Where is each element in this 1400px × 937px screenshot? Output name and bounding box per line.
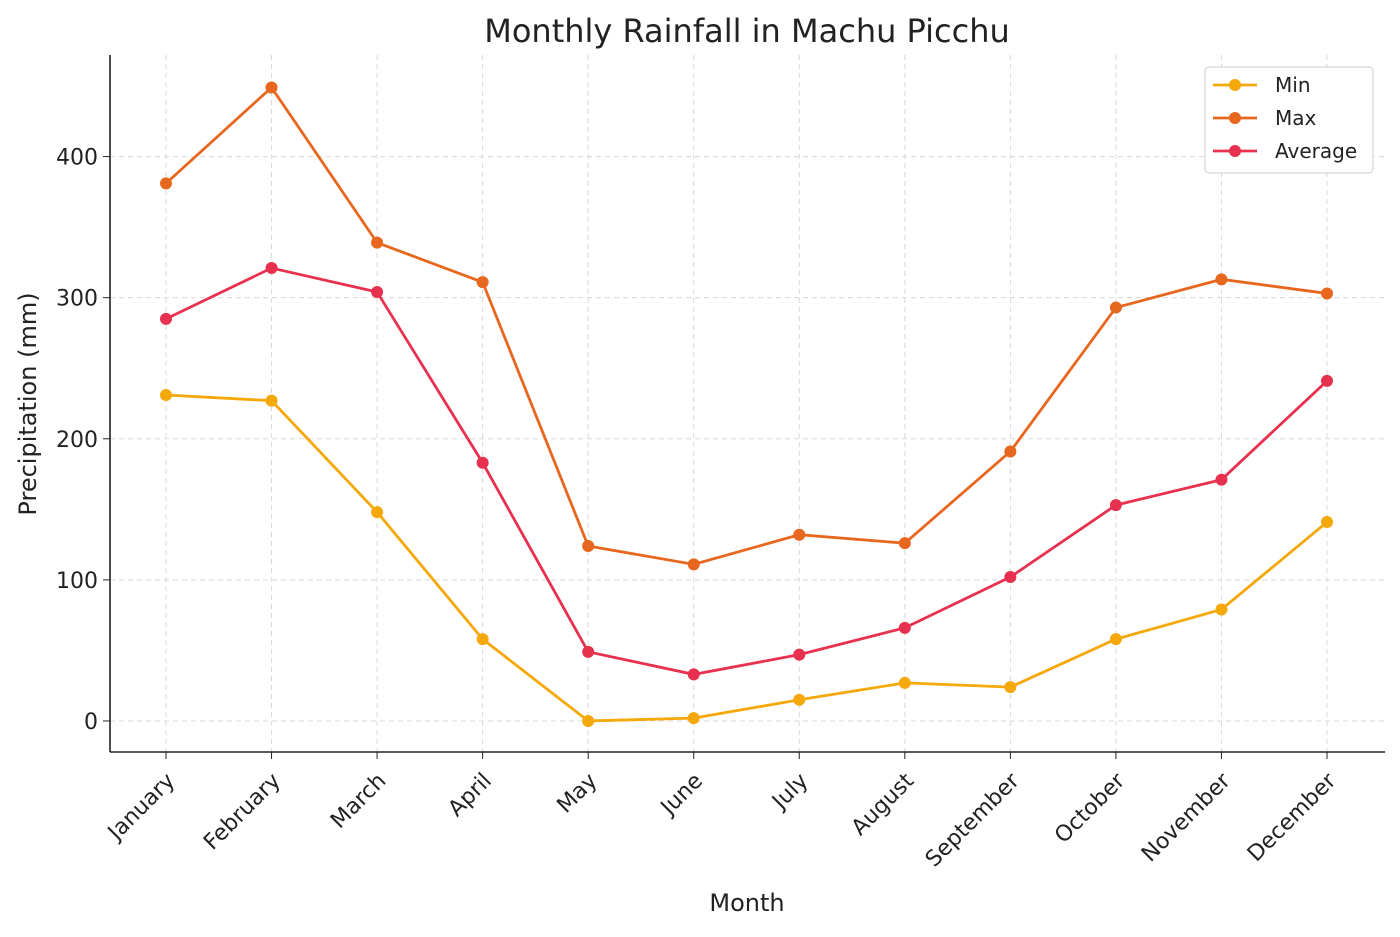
data-point: [582, 645, 595, 658]
data-point: [265, 81, 278, 94]
data-point: [793, 528, 806, 541]
data-point: [1215, 603, 1228, 616]
legend-marker: [1229, 112, 1241, 124]
data-point: [793, 693, 806, 706]
x-tick-label: March: [326, 769, 391, 834]
x-tick-label: November: [1137, 768, 1236, 867]
series-line: [165, 266, 1328, 676]
y-tick-label: 100: [56, 569, 98, 594]
series-max: [160, 81, 1333, 571]
series-line: [165, 393, 1328, 723]
legend-marker: [1229, 145, 1241, 157]
data-point: [160, 389, 172, 402]
chart-title: Monthly Rainfall in Machu Picchu: [484, 12, 1010, 50]
x-tick-label: January: [102, 769, 180, 847]
data-point: [371, 236, 384, 249]
data-point: [1321, 516, 1333, 529]
series-min: [160, 389, 1333, 727]
data-point: [898, 676, 911, 689]
data-point: [371, 286, 384, 299]
x-tick-label: February: [199, 769, 286, 856]
data-point: [476, 633, 489, 646]
data-point: [476, 456, 489, 469]
data-point: [160, 312, 172, 325]
y-tick-label: 0: [84, 710, 98, 735]
data-point: [793, 648, 806, 661]
data-point: [687, 712, 700, 725]
legend-box: [1204, 66, 1374, 174]
x-tick-label: September: [921, 768, 1025, 872]
x-tick-label: October: [1050, 768, 1131, 849]
legend-label: Min: [1275, 73, 1311, 97]
y-tick-label: 400: [56, 146, 98, 171]
data-point: [582, 714, 595, 727]
x-tick-label: June: [655, 769, 708, 822]
data-point: [1321, 287, 1333, 300]
legend-marker: [1229, 79, 1241, 91]
data-point: [898, 537, 911, 550]
data-point: [1004, 445, 1017, 458]
data-point: [1109, 499, 1122, 512]
x-tick-label: December: [1243, 768, 1342, 867]
data-point: [265, 394, 278, 407]
x-tick-label: July: [766, 769, 813, 816]
data-point: [265, 262, 278, 275]
data-point: [687, 668, 700, 681]
series-average: [160, 262, 1333, 681]
series-line: [165, 85, 1328, 566]
data-point: [1004, 571, 1017, 584]
data-point: [687, 558, 700, 571]
data-point: [1215, 273, 1228, 286]
legend-label: Max: [1275, 106, 1317, 130]
y-tick-label: 200: [56, 428, 98, 453]
legend: Min Max Average: [1204, 66, 1374, 174]
y-tick-label: 300: [56, 287, 98, 312]
data-point: [1215, 473, 1228, 486]
data-point: [371, 506, 384, 519]
data-point: [1321, 374, 1333, 387]
data-point: [1109, 633, 1122, 646]
data-point: [476, 276, 489, 289]
x-tick-label: April: [444, 769, 497, 822]
x-tick-label: May: [553, 769, 603, 819]
x-tick-label: August: [847, 768, 919, 840]
data-point: [898, 621, 911, 634]
data-point: [1109, 301, 1122, 314]
legend-label: Average: [1275, 139, 1357, 163]
y-axis-label: Precipitation (mm): [14, 292, 42, 515]
data-point: [582, 540, 595, 553]
x-axis-label: Month: [709, 889, 784, 917]
data-point: [1004, 681, 1017, 694]
data-point: [160, 177, 172, 190]
